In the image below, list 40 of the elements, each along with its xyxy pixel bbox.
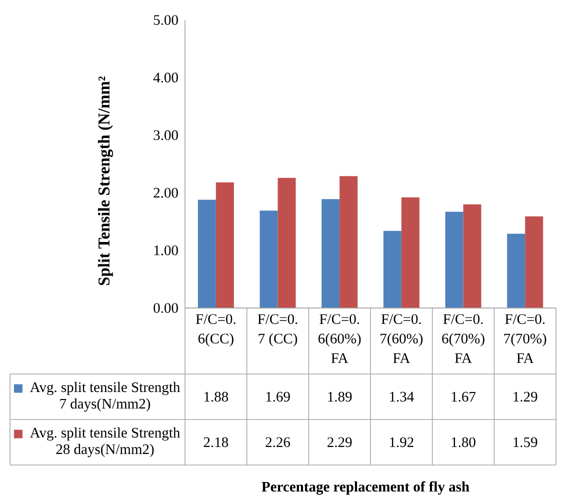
bar xyxy=(383,230,402,308)
data-label: 1.80 xyxy=(452,437,476,448)
data-label: 2.29 xyxy=(328,437,352,448)
text: Percentage replacement of fly ash xyxy=(262,481,470,495)
x-tick-label: F/C=0.6(70%) FA xyxy=(442,314,484,363)
y-tick-label: 5.00 xyxy=(154,15,178,25)
bar xyxy=(260,210,278,308)
bar xyxy=(322,199,340,308)
bar xyxy=(525,216,544,308)
bar xyxy=(340,176,358,308)
bar xyxy=(216,182,234,308)
y-axis-title: Split Tensile Strength (N/mm² xyxy=(98,76,114,286)
bar xyxy=(445,212,464,308)
x-tick-label: F/C=0.6(CC) xyxy=(196,314,236,346)
data-label: 2.26 xyxy=(266,437,290,448)
data-label: 2.18 xyxy=(204,437,228,448)
x-tick-label: F/C=0.7(70%) FA xyxy=(504,314,546,363)
data-label: 1.69 xyxy=(266,392,290,402)
data-label: 1.34 xyxy=(390,392,414,402)
legend-label: Avg. split tensile Strength 28 days(N/mm2) xyxy=(30,427,180,458)
bar xyxy=(401,197,420,308)
bar xyxy=(278,178,296,308)
data-label: 1.67 xyxy=(452,392,476,402)
x-tick-label: F/C=0.7(60%) FA xyxy=(380,314,423,363)
data-label: 1.92 xyxy=(390,437,414,448)
y-tick-label: 4.00 xyxy=(153,72,178,83)
data-label: 1.29 xyxy=(514,392,538,402)
bar xyxy=(507,234,526,308)
bar xyxy=(463,204,482,308)
x-tick-label: F/C=0.6(60%)FA xyxy=(318,314,361,363)
data-label: 1.89 xyxy=(328,392,352,402)
y-tick-label: 2.00 xyxy=(154,188,178,198)
legend-label: Avg. split tensile Strength 7 days(N/mm2) xyxy=(30,382,180,412)
y-tick-label: 1.00 xyxy=(154,245,178,256)
y-tick-label: 0.00 xyxy=(154,303,178,313)
x-tick-label: F/C=0.7 (CC) xyxy=(258,314,298,346)
bar xyxy=(198,200,216,308)
data-label: 1.59 xyxy=(514,437,538,448)
y-tick-label: 3.00 xyxy=(154,130,178,140)
data-label: 1.88 xyxy=(204,392,228,402)
